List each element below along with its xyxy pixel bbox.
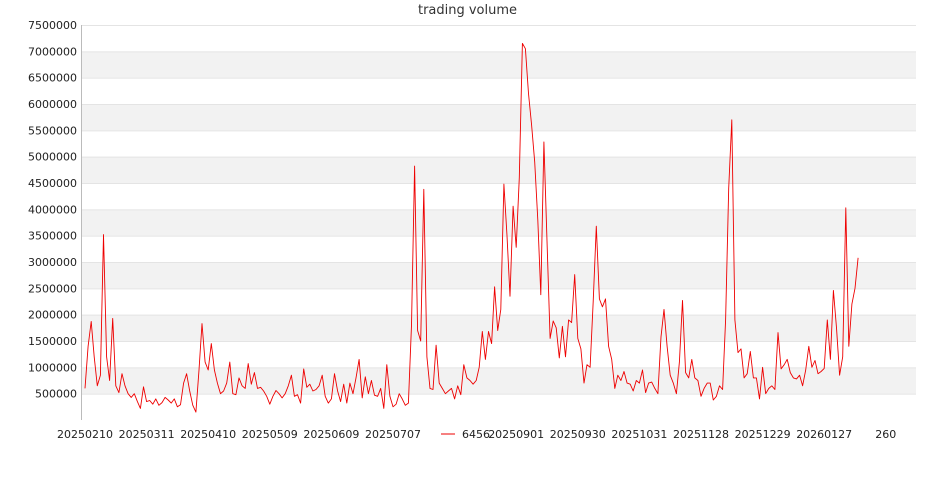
- grid-band: [82, 156, 916, 183]
- y-tick-label: 6000000: [28, 98, 77, 111]
- y-tick-label: 1500000: [28, 335, 77, 348]
- y-axis-ticks: 500000 1000000 1500000 2000000 2500000 300000…: [28, 19, 77, 401]
- y-tick-label: 500000: [35, 388, 77, 401]
- grid-band: [82, 262, 916, 289]
- x-tick-label: 20250901: [488, 428, 544, 441]
- grid-band: [82, 77, 916, 104]
- grid-band: [82, 367, 916, 394]
- y-tick-label: 6500000: [28, 72, 77, 85]
- grid-band: [82, 104, 916, 131]
- x-tick-label: 20250609: [303, 428, 359, 441]
- x-tick-label: 20250311: [119, 428, 175, 441]
- x-tick-label: 20250509: [242, 428, 298, 441]
- y-tick-label: 7500000: [28, 19, 77, 32]
- grid-band: [82, 51, 916, 78]
- grid-band: [82, 25, 916, 52]
- grid-band: [82, 341, 916, 368]
- grid-band: [82, 130, 916, 157]
- grid-bands: [82, 25, 916, 420]
- chart-title: trading volume: [417, 3, 518, 18]
- y-tick-label: 5500000: [28, 124, 77, 137]
- legend: 6456: [441, 428, 490, 441]
- grid-band: [82, 183, 916, 210]
- x-axis-ticks: 20250210 20250311 20250410 20250509 20250609…: [57, 428, 896, 441]
- x-tick-label: 20260127: [796, 428, 852, 441]
- series-line-6456: [84, 42, 859, 413]
- x-tick-label: 20251031: [611, 428, 667, 441]
- y-tick-label: 4500000: [28, 177, 77, 190]
- grid-band: [82, 393, 916, 420]
- x-tick-label: 20250930: [550, 428, 606, 441]
- legend-label: 6456: [462, 428, 490, 441]
- x-tick-label: 260: [875, 428, 896, 441]
- series-layer: [84, 42, 859, 413]
- y-tick-label: 2500000: [28, 282, 77, 295]
- y-tick-label: 7000000: [28, 45, 77, 58]
- grid-band: [82, 235, 916, 262]
- grid-band: [82, 209, 916, 236]
- x-tick-label: 20250410: [180, 428, 236, 441]
- y-tick-label: 3000000: [28, 256, 77, 269]
- x-tick-label: 20251229: [735, 428, 791, 441]
- y-tick-label: 5000000: [28, 151, 77, 164]
- grid-band: [82, 288, 916, 315]
- y-tick-label: 2000000: [28, 309, 77, 322]
- x-tick-label: 20250210: [57, 428, 113, 441]
- y-tick-label: 3500000: [28, 230, 77, 243]
- x-tick-label: 20251128: [673, 428, 729, 441]
- y-tick-label: 4000000: [28, 203, 77, 216]
- x-tick-label: 20250707: [365, 428, 421, 441]
- y-tick-label: 1000000: [28, 361, 77, 374]
